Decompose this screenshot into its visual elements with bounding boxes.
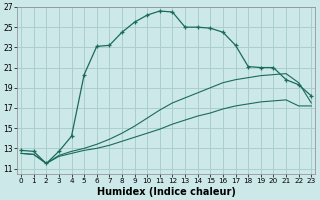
X-axis label: Humidex (Indice chaleur): Humidex (Indice chaleur) — [97, 187, 236, 197]
